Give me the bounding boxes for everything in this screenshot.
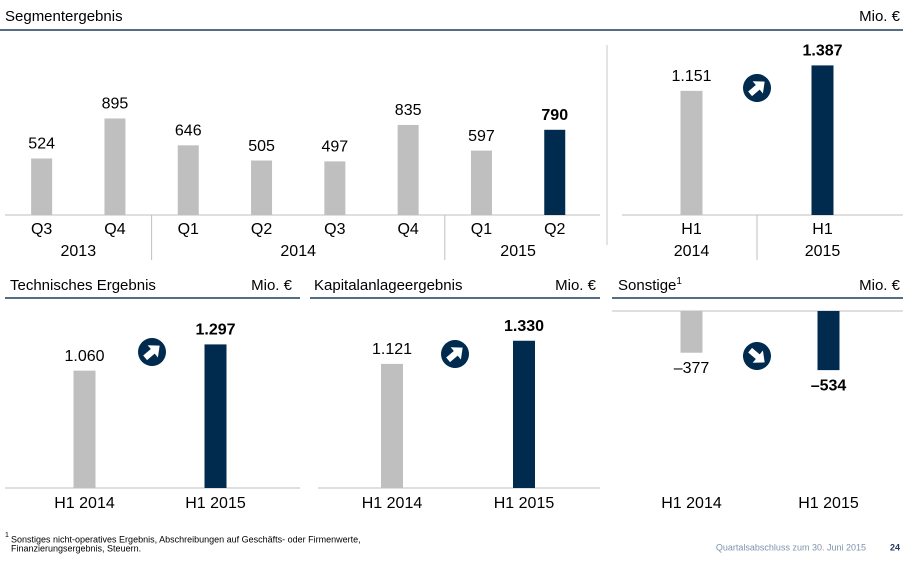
value-label: 1.060 xyxy=(64,348,104,365)
x-tick-label: Q4 xyxy=(104,221,125,238)
chart-title: Segmentergebnis xyxy=(5,8,123,25)
bar xyxy=(811,65,834,215)
x-tick-label: H1 xyxy=(681,221,702,238)
value-label: 1.387 xyxy=(802,43,842,60)
arrow-shape xyxy=(143,345,160,361)
x-tick-label: H1 xyxy=(812,221,833,238)
value-label: 790 xyxy=(541,107,568,124)
unit-label: Mio. € xyxy=(859,277,901,294)
chart-title-text: Segmentergebnis xyxy=(5,8,123,25)
x-tick-label: Q4 xyxy=(397,221,418,238)
arrow-shape xyxy=(748,81,765,97)
chart-title-text: Kapitalanlageergebnis xyxy=(314,277,462,294)
unit-label: Mio. € xyxy=(859,8,901,25)
chart-title-text: Technisches Ergebnis xyxy=(10,277,156,294)
chart-title: Technisches Ergebnis xyxy=(10,277,156,294)
arrow-shape xyxy=(748,347,765,363)
value-label: 1.121 xyxy=(372,341,412,358)
value-label: 646 xyxy=(175,123,202,140)
bar xyxy=(204,344,227,488)
group-label: 2014 xyxy=(280,243,316,260)
bar xyxy=(513,340,535,488)
value-label: 1.151 xyxy=(671,68,711,85)
x-tick-label: H1 2015 xyxy=(185,495,246,512)
value-label: 505 xyxy=(248,138,275,155)
bar xyxy=(470,150,492,215)
bar xyxy=(73,370,96,488)
bar xyxy=(104,118,126,215)
x-tick-label: Q1 xyxy=(471,221,492,238)
footnote-line: Finanzierungsergebnis, Steuern. xyxy=(11,543,141,553)
group-label: 2015 xyxy=(500,243,536,260)
footnote-marker: 1 xyxy=(5,532,9,539)
value-label: 835 xyxy=(395,102,422,119)
unit-label: Mio. € xyxy=(251,277,293,294)
bar xyxy=(397,124,419,215)
footnote-line: Sonstiges nicht-operatives Ergebnis, Abs… xyxy=(11,534,361,544)
bar xyxy=(324,161,346,215)
x-tick-label: H1 2015 xyxy=(798,495,859,512)
value-label: 895 xyxy=(102,96,129,113)
x-tick-label: 2015 xyxy=(805,243,841,260)
chart-title: Sonstige1 xyxy=(618,276,682,294)
x-tick-label: Q2 xyxy=(544,221,565,238)
bar xyxy=(680,311,703,353)
bar xyxy=(680,90,703,215)
bar xyxy=(817,311,840,371)
arrow-shape xyxy=(446,347,463,363)
x-tick-label: Q3 xyxy=(324,221,345,238)
footer-text: Quartalsabschluss zum 30. Juni 2015 xyxy=(716,542,866,552)
x-tick-label: H1 2014 xyxy=(54,495,115,512)
title-note: 1 xyxy=(676,276,682,287)
bar xyxy=(31,158,53,215)
value-label: 1.330 xyxy=(504,318,544,335)
value-label: 497 xyxy=(321,139,348,156)
x-tick-label: Q2 xyxy=(251,221,272,238)
value-label: 597 xyxy=(468,128,495,145)
page-number: 24 xyxy=(890,542,900,552)
bar xyxy=(544,129,566,215)
x-tick-label: H1 2014 xyxy=(661,495,722,512)
value-label: 1.297 xyxy=(195,322,235,339)
value-label: –377 xyxy=(674,360,710,377)
x-tick-label: 2014 xyxy=(674,243,710,260)
x-tick-label: H1 2015 xyxy=(494,495,555,512)
x-tick-label: H1 2014 xyxy=(362,495,423,512)
trend-arrow xyxy=(138,338,166,366)
value-label: 524 xyxy=(28,136,55,153)
bar xyxy=(177,145,199,215)
group-label: 2013 xyxy=(61,243,97,260)
x-tick-label: Q1 xyxy=(178,221,199,238)
trend-arrow xyxy=(441,340,469,368)
value-label: –534 xyxy=(811,377,847,394)
x-tick-label: Q3 xyxy=(31,221,52,238)
chart-title: Kapitalanlageergebnis xyxy=(314,277,462,294)
chart-title-text: Sonstige xyxy=(618,277,676,294)
bar xyxy=(381,363,403,488)
trend-arrow xyxy=(743,74,771,102)
unit-label: Mio. € xyxy=(555,277,597,294)
bar xyxy=(251,160,273,215)
trend-arrow xyxy=(743,342,771,370)
